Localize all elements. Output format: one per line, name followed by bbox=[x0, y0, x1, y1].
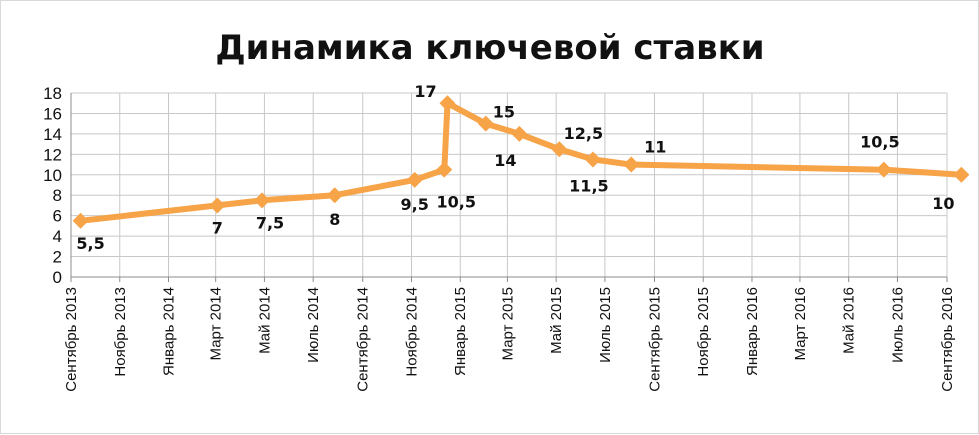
x-tick-label: Январь 2014 bbox=[161, 287, 178, 376]
y-tick-label: 8 bbox=[53, 186, 62, 205]
y-tick-label: 10 bbox=[43, 166, 62, 185]
data-label: 10,5 bbox=[437, 193, 476, 212]
x-tick-label: Март 2016 bbox=[792, 287, 809, 360]
data-label: 10 bbox=[932, 194, 954, 213]
y-tick-label: 6 bbox=[53, 207, 62, 226]
data-label: 5,5 bbox=[76, 234, 104, 253]
data-label: 11 bbox=[644, 138, 666, 157]
data-point-marker bbox=[254, 192, 271, 209]
data-point-marker bbox=[477, 115, 494, 132]
grid-lines bbox=[70, 92, 948, 277]
data-label: 11,5 bbox=[569, 176, 608, 195]
data-markers bbox=[72, 95, 970, 229]
data-point-marker bbox=[511, 125, 528, 142]
data-label: 7,5 bbox=[256, 213, 284, 232]
data-point-marker bbox=[72, 212, 89, 229]
data-label: 8 bbox=[329, 210, 340, 229]
x-tick-label: Январь 2016 bbox=[744, 287, 761, 376]
x-tick-label: Ноябрь 2014 bbox=[403, 287, 420, 377]
y-tick-label: 2 bbox=[53, 248, 62, 267]
x-tick-label: Январь 2015 bbox=[452, 287, 469, 376]
data-label: 7 bbox=[212, 218, 223, 237]
y-tick-label: 16 bbox=[43, 104, 62, 123]
x-tick-label: Июль 2016 bbox=[889, 287, 906, 363]
x-tick-label: Сентябрь 2013 bbox=[63, 287, 80, 392]
chart-title: Динамика ключевой ставки bbox=[215, 28, 764, 68]
y-tick-label: 4 bbox=[53, 227, 62, 246]
x-tick-label: Июль 2014 bbox=[305, 287, 322, 363]
x-tick-label: Сентябрь 2015 bbox=[646, 287, 663, 392]
y-tick-label: 14 bbox=[43, 125, 62, 144]
x-tick-label: Март 2015 bbox=[499, 287, 516, 360]
data-point-marker bbox=[551, 141, 568, 158]
x-tick-label: Ноябрь 2015 bbox=[695, 287, 712, 377]
x-tick-label: Сентябрь 2016 bbox=[939, 287, 956, 392]
data-point-marker bbox=[584, 151, 601, 168]
data-point-marker bbox=[209, 197, 226, 214]
data-labels: 5,5 7 7,5 8 9,5 10,5 17 15 14 12,5 11,5 11 10,5 10 bbox=[76, 82, 954, 253]
data-point-marker bbox=[875, 161, 892, 178]
data-label: 9,5 bbox=[401, 195, 429, 214]
data-point-marker bbox=[439, 95, 456, 112]
data-point-marker bbox=[623, 156, 640, 173]
data-point-marker bbox=[406, 171, 423, 188]
data-point-marker bbox=[953, 166, 970, 183]
y-tick-label: 18 bbox=[43, 84, 62, 103]
axes bbox=[70, 93, 948, 282]
x-tick-label: Май 2015 bbox=[548, 287, 565, 354]
data-label: 14 bbox=[494, 151, 516, 170]
x-tick-label: Июль 2015 bbox=[597, 287, 614, 363]
y-tick-label: 12 bbox=[43, 145, 62, 164]
x-tick-label: Май 2014 bbox=[256, 287, 273, 354]
data-label: 15 bbox=[493, 103, 515, 122]
x-tick-label: Май 2016 bbox=[841, 287, 858, 354]
data-point-marker bbox=[436, 161, 453, 178]
y-tick-label: 0 bbox=[53, 268, 62, 287]
data-label: 12,5 bbox=[564, 124, 603, 143]
data-label: 10,5 bbox=[860, 133, 899, 152]
x-axis-ticks: Сентябрь 2013 Ноябрь 2013 Январь 2014 Март … bbox=[63, 287, 956, 392]
x-tick-label: Сентябрь 2014 bbox=[355, 287, 372, 392]
x-tick-label: Март 2014 bbox=[208, 287, 225, 360]
data-point-marker bbox=[326, 187, 343, 204]
data-label: 17 bbox=[414, 82, 436, 101]
x-tick-label: Ноябрь 2013 bbox=[112, 287, 129, 377]
